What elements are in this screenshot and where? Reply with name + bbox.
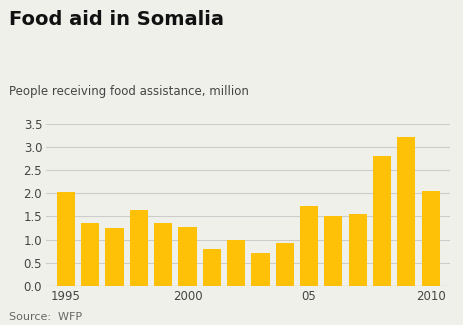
Bar bbox=[396, 137, 414, 286]
Bar bbox=[56, 192, 75, 286]
Bar bbox=[105, 228, 123, 286]
Text: People receiving food assistance, million: People receiving food assistance, millio… bbox=[9, 84, 249, 98]
Text: Source:  WFP: Source: WFP bbox=[9, 312, 82, 322]
Bar bbox=[178, 227, 196, 286]
Bar bbox=[420, 191, 439, 286]
Bar bbox=[202, 249, 220, 286]
Bar bbox=[324, 216, 342, 286]
Text: Food aid in Somalia: Food aid in Somalia bbox=[9, 10, 224, 29]
Bar bbox=[251, 253, 269, 286]
Bar bbox=[348, 214, 366, 286]
Bar bbox=[275, 243, 293, 286]
Bar bbox=[81, 223, 99, 286]
Bar bbox=[226, 240, 244, 286]
Bar bbox=[372, 156, 390, 286]
Bar bbox=[130, 210, 148, 286]
Bar bbox=[299, 206, 318, 286]
Bar bbox=[154, 223, 172, 286]
